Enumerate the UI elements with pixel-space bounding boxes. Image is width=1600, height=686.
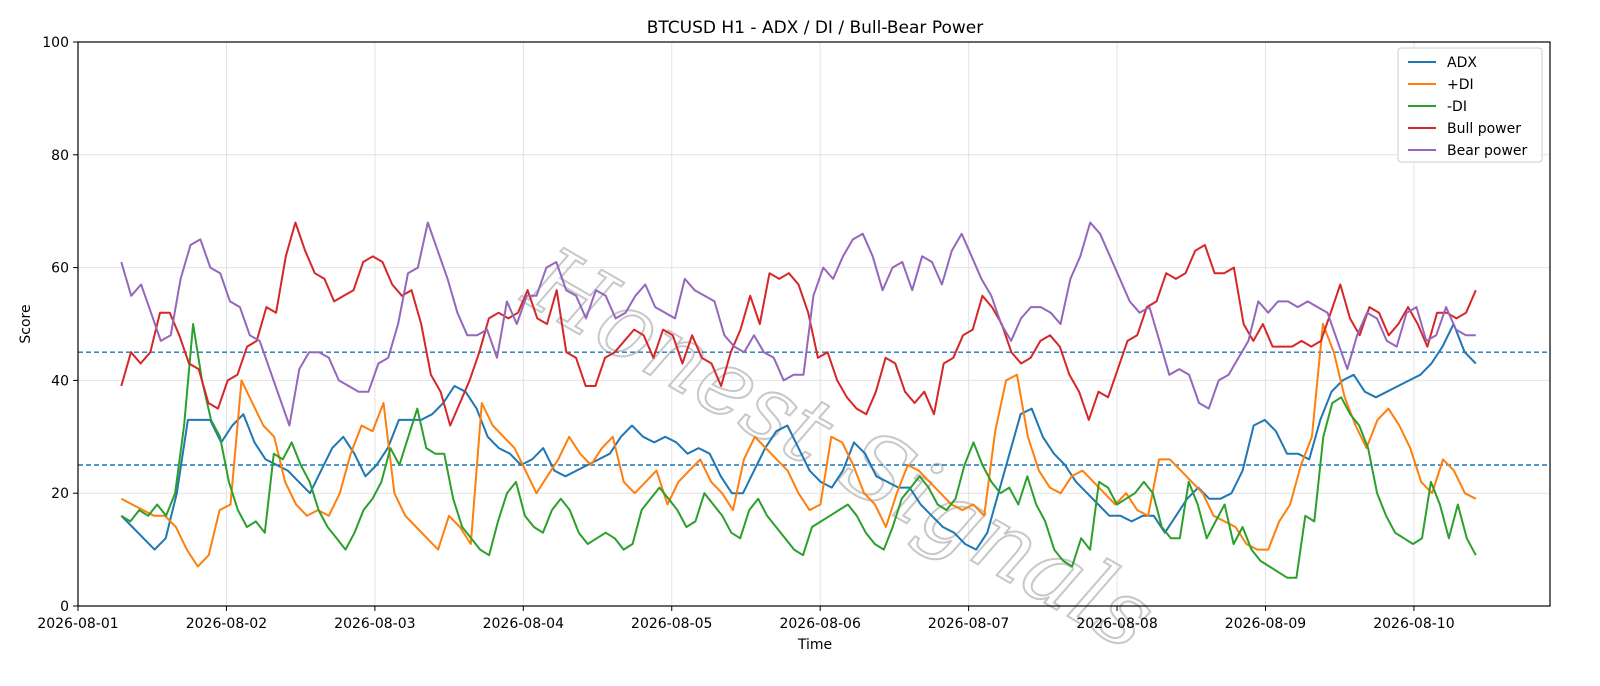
x-tick-label: 2026-08-06 (779, 616, 860, 632)
x-tick-label: 2026-08-01 (37, 616, 118, 632)
reference-lines (78, 351, 1550, 466)
legend-label-bull-power: Bull power (1447, 121, 1521, 137)
x-tick-label: 2026-08-04 (483, 616, 564, 632)
series-lines (120, 221, 1477, 579)
y-axis-label: Score (18, 304, 34, 343)
legend-label-bear-power: Bear power (1447, 143, 1528, 159)
legend-label-adx: ADX (1447, 55, 1477, 71)
x-tick-label: 2026-08-02 (186, 616, 267, 632)
plot-frame (77, 41, 1551, 607)
x-tick-label: 2026-08-08 (1076, 616, 1157, 632)
x-tick-label: 2026-08-07 (928, 616, 1009, 632)
y-tick-label: 100 (42, 35, 69, 51)
axis-ticks: 0 20 40 60 80 100 2026-08-01 2026-08-02 2026-08-… (37, 35, 1454, 632)
x-tick-label: 2026-08-10 (1373, 616, 1454, 632)
series-line-bear-power (120, 221, 1476, 427)
y-tick-label: 80 (51, 148, 69, 164)
x-tick-label: 2026-08-09 (1225, 616, 1306, 632)
series-line-adx (120, 323, 1477, 551)
y-tick-label: 0 (60, 599, 69, 615)
x-tick-label: 2026-08-03 (334, 616, 415, 632)
x-axis-label: Time (797, 637, 832, 653)
legend-label-di: +DI (1447, 77, 1474, 93)
y-tick-label: 20 (51, 486, 69, 502)
legend-label-di: -DI (1447, 99, 1467, 115)
y-tick-label: 40 (51, 373, 69, 389)
legend-box (1397, 47, 1543, 163)
series-line-di (120, 323, 1477, 579)
legend: ADX +DI -DI Bull power Bear power (1397, 47, 1543, 163)
chart-title: BTCUSD H1 - ADX / DI / Bull-Bear Power (647, 18, 983, 38)
y-tick-label: 60 (51, 261, 69, 277)
x-tick-label: 2026-08-05 (631, 616, 712, 632)
